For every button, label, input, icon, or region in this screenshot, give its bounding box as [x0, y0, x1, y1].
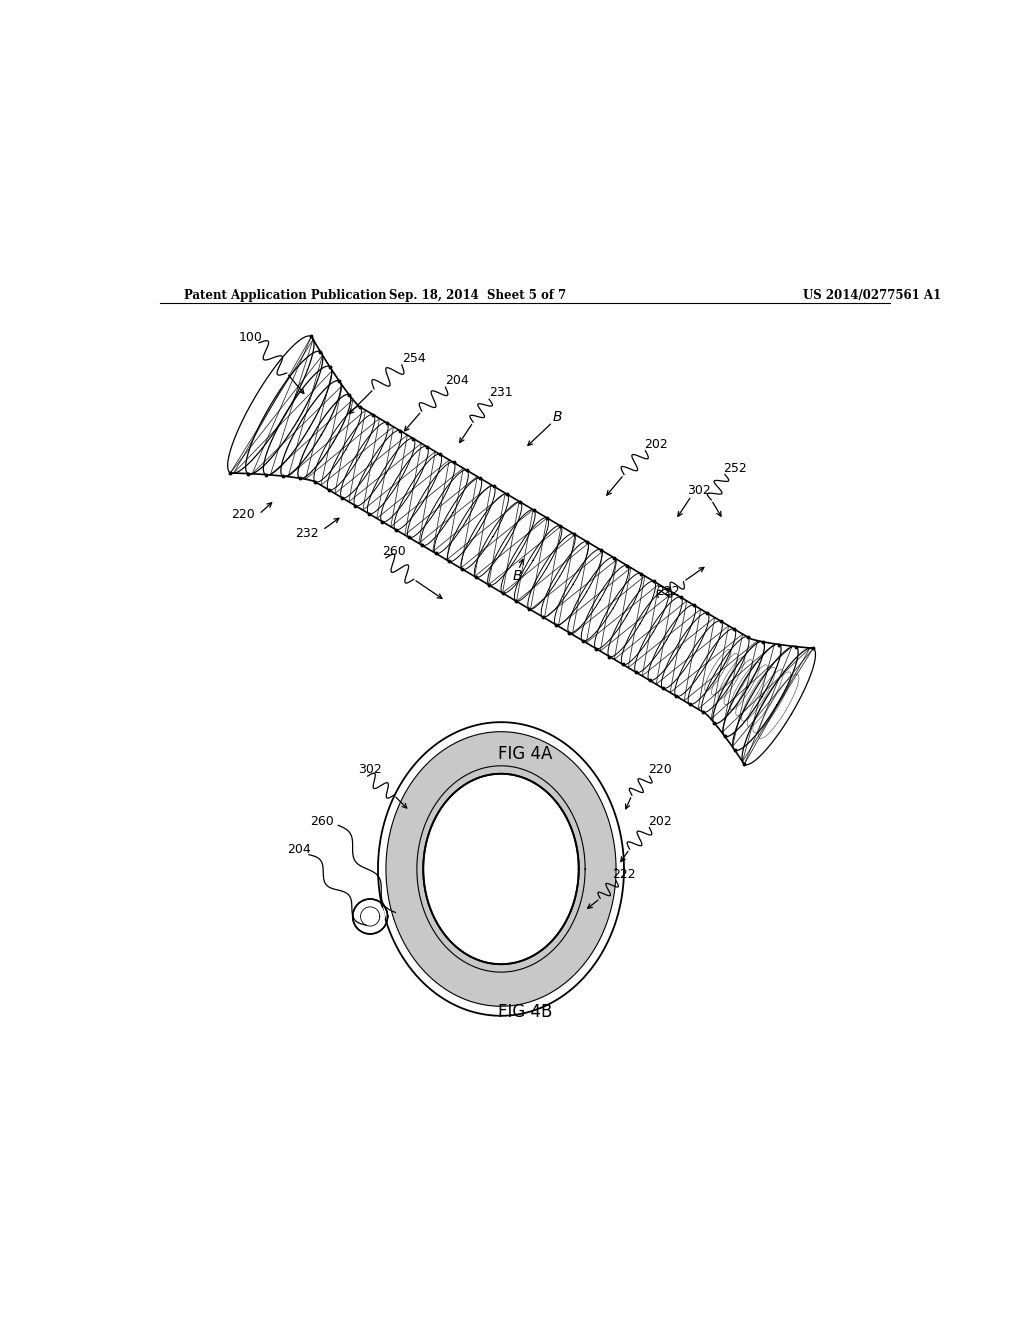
Text: B: B — [553, 409, 562, 424]
Text: 220: 220 — [648, 763, 672, 776]
Text: 202: 202 — [644, 438, 668, 451]
Text: 302: 302 — [687, 484, 712, 496]
Text: US 2014/0277561 A1: US 2014/0277561 A1 — [803, 289, 941, 302]
Text: Sep. 18, 2014  Sheet 5 of 7: Sep. 18, 2014 Sheet 5 of 7 — [388, 289, 566, 302]
Text: 232: 232 — [295, 527, 318, 540]
Text: 222: 222 — [612, 869, 636, 880]
Text: B: B — [513, 569, 522, 583]
Text: 254: 254 — [401, 352, 426, 366]
Text: FIG 4B: FIG 4B — [498, 1003, 552, 1020]
Text: 252: 252 — [723, 462, 746, 475]
Text: Patent Application Publication: Patent Application Publication — [183, 289, 386, 302]
Text: 260: 260 — [382, 545, 406, 558]
Circle shape — [355, 902, 385, 932]
Text: 231: 231 — [489, 387, 513, 400]
Text: 100: 100 — [240, 331, 263, 343]
Text: 260: 260 — [310, 814, 334, 828]
Text: 202: 202 — [648, 814, 672, 828]
Text: 204: 204 — [445, 375, 469, 387]
PathPatch shape — [386, 731, 616, 1006]
Text: 302: 302 — [358, 763, 382, 776]
Text: 222: 222 — [655, 585, 679, 598]
Ellipse shape — [423, 774, 579, 964]
Text: 204: 204 — [287, 842, 310, 855]
Text: 220: 220 — [231, 508, 255, 520]
Text: FIG 4A: FIG 4A — [498, 744, 552, 763]
